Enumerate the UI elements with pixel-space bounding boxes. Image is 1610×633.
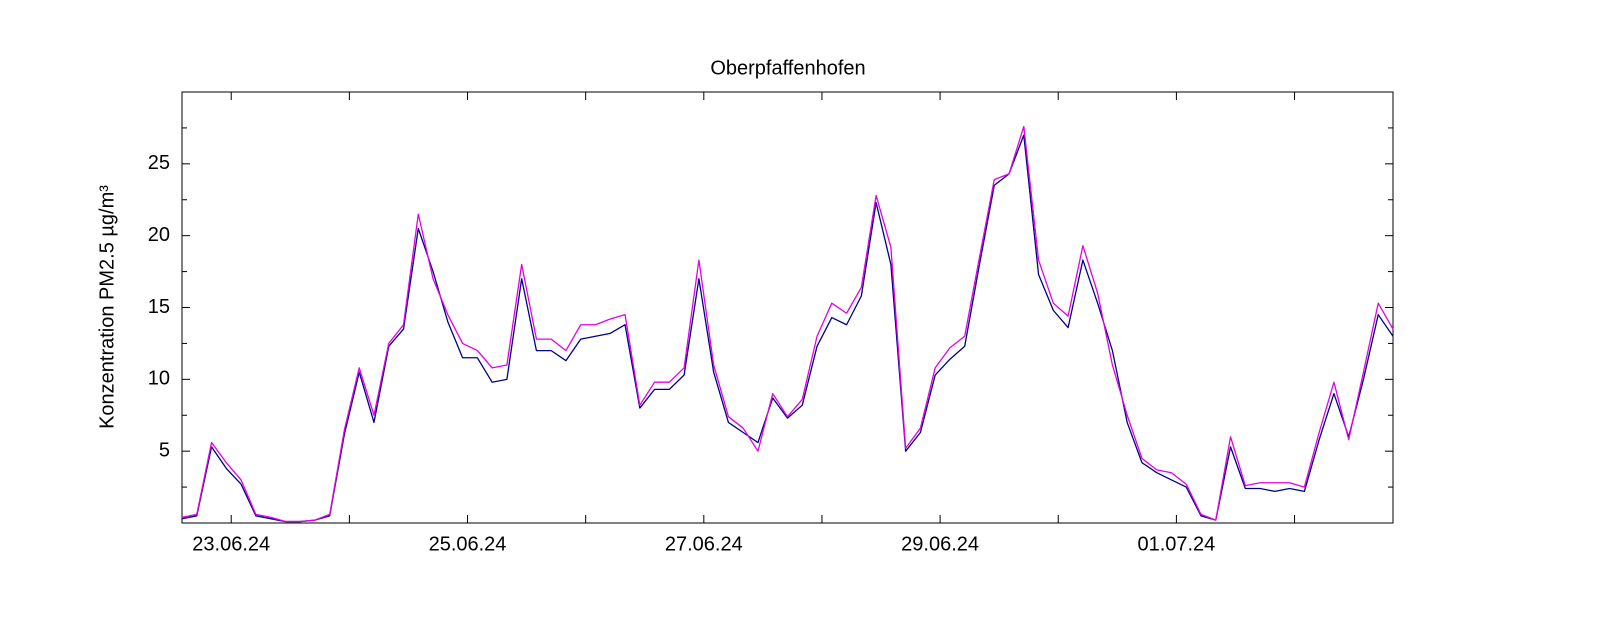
chart-title: Oberpfaffenhofen: [710, 57, 865, 79]
x-tick-label: 01.07.24: [1137, 533, 1215, 555]
y-tick-label: 25: [148, 152, 170, 174]
y-axis-label: Konzentration PM2.5 µg/m³: [96, 185, 118, 429]
y-tick-label: 20: [148, 224, 170, 246]
x-tick-label: 27.06.24: [665, 533, 743, 555]
x-tick-label: 25.06.24: [429, 533, 507, 555]
y-tick-label: 15: [148, 296, 170, 318]
x-tick-label: 29.06.24: [901, 533, 979, 555]
plot-frame: [181, 91, 1394, 524]
x-tick-label: 23.06.24: [192, 533, 270, 555]
y-tick-label: 5: [159, 439, 170, 461]
series-line: [181, 134, 1394, 523]
series-line: [181, 125, 1394, 523]
y-tick-label: 10: [148, 368, 170, 390]
